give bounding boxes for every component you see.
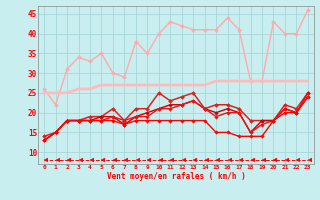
X-axis label: Vent moyen/en rafales ( km/h ): Vent moyen/en rafales ( km/h )	[107, 172, 245, 181]
